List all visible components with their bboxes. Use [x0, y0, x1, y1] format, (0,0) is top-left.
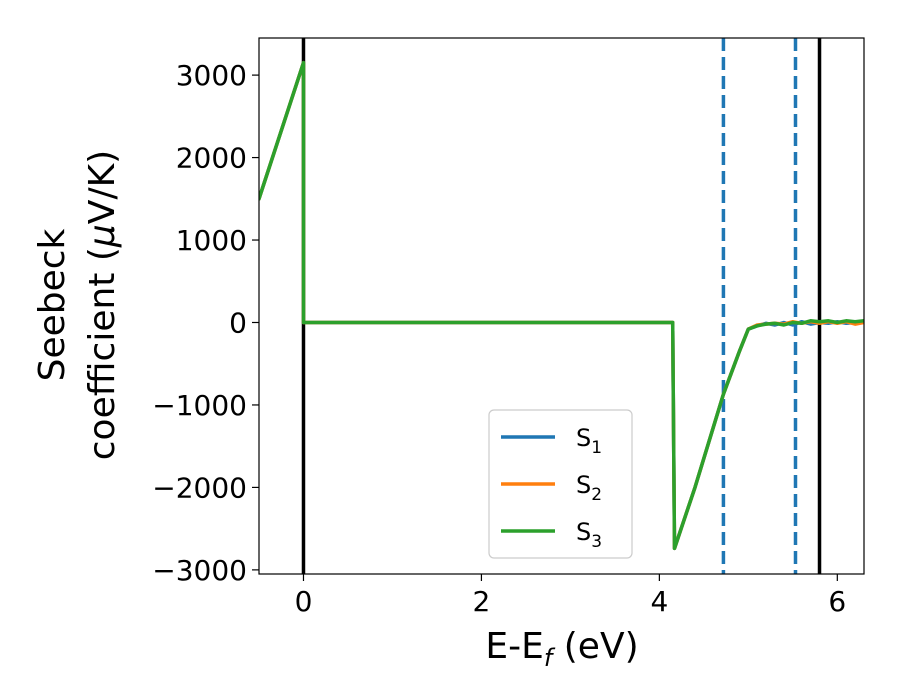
x-axis-title-main: E-E	[485, 626, 543, 667]
x-tick-label: 6	[828, 585, 846, 618]
y-axis-title-line2-post: V/K)	[82, 150, 123, 224]
legend: S1 S2 S3	[488, 409, 633, 559]
y-tick-label: 0	[229, 306, 247, 339]
plot-area	[259, 38, 864, 574]
y-tick-label: −2000	[152, 471, 247, 504]
y-axis-title-line2: coefficient (μV/K)	[82, 150, 123, 460]
x-axis-title-unit: (eV)	[552, 626, 638, 667]
axes-border	[258, 37, 865, 575]
y-tick-label: 3000	[176, 59, 247, 92]
legend-label-S2: S2	[576, 471, 602, 505]
y-tick-label: 2000	[176, 142, 247, 175]
x-axis-ticks: 0 2 4 6	[295, 574, 846, 618]
x-tick-label: 2	[473, 585, 491, 618]
x-axis-title: E-Ef (eV)	[485, 626, 638, 672]
legend-label-S3: S3	[576, 518, 602, 552]
axes-frame	[258, 37, 865, 575]
x-tick-label: 0	[295, 585, 313, 618]
y-axis-title-line1: Seebeck	[32, 228, 73, 381]
y-tick-label: −1000	[152, 389, 247, 422]
y-axis-ticks: 3000 2000 1000 0 −1000 −2000 −3000	[152, 59, 259, 587]
x-tick-label: 4	[650, 585, 668, 618]
series-line-S3	[259, 60, 864, 551]
y-axis-title-mu: μ	[82, 224, 123, 248]
legend-box	[488, 409, 633, 559]
y-axis-title-line2-pre: coefficient (	[82, 247, 123, 460]
y-tick-label: 1000	[176, 224, 247, 257]
y-tick-label: −3000	[152, 554, 247, 587]
legend-label-S1: S1	[576, 424, 602, 458]
